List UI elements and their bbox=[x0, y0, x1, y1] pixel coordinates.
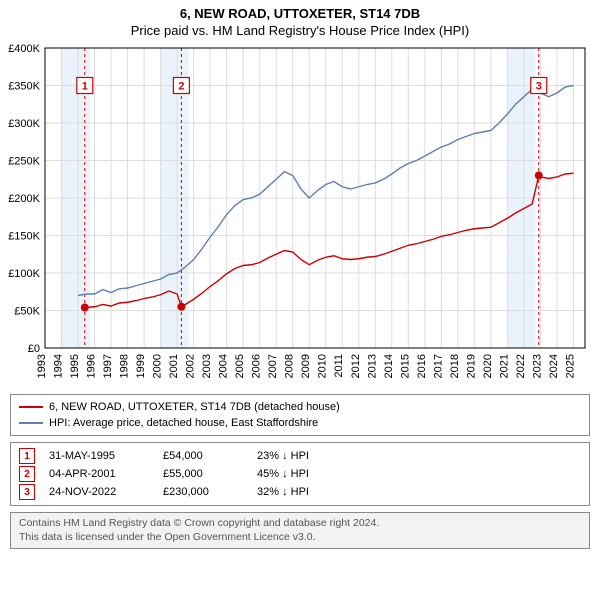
x-axis-label: 2024 bbox=[548, 354, 560, 378]
footer-line2: This data is licensed under the Open Gov… bbox=[19, 531, 581, 545]
x-axis-label: 2016 bbox=[416, 354, 428, 378]
y-axis-label: £250K bbox=[8, 156, 40, 168]
transaction-row: 2 04-APR-2001 £55,000 45% ↓ HPI bbox=[19, 465, 581, 483]
price-chart: £0 £50K £100K £150K £200K £250K £300K £350K £400… bbox=[0, 38, 600, 388]
legend-label: HPI: Average price, detached house, East… bbox=[49, 417, 318, 429]
x-axis-label: 2004 bbox=[218, 354, 230, 378]
x-axis-label: 2012 bbox=[350, 354, 362, 378]
legend-row: 6, NEW ROAD, UTTOXETER, ST14 7DB (detach… bbox=[19, 399, 581, 415]
x-axis-label: 2006 bbox=[251, 354, 263, 378]
x-axis-label: 2021 bbox=[498, 354, 510, 378]
x-axis-label: 2000 bbox=[152, 354, 164, 378]
transaction-dot bbox=[81, 304, 89, 312]
x-axis-label: 1998 bbox=[119, 354, 131, 378]
transaction-price: £55,000 bbox=[163, 468, 243, 480]
legend-swatch bbox=[19, 406, 43, 408]
x-axis-label: 1999 bbox=[135, 354, 147, 378]
x-axis-label: 1993 bbox=[36, 354, 48, 378]
transaction-row: 1 31-MAY-1995 £54,000 23% ↓ HPI bbox=[19, 447, 581, 465]
footer-line1: Contains HM Land Registry data © Crown c… bbox=[19, 517, 581, 531]
transaction-dot bbox=[177, 303, 185, 311]
footer-attribution: Contains HM Land Registry data © Crown c… bbox=[10, 512, 590, 549]
y-axis-label: £100K bbox=[8, 268, 40, 280]
x-axis-label: 2010 bbox=[317, 354, 329, 378]
x-axis-label: 2025 bbox=[564, 354, 576, 378]
transaction-price: £230,000 bbox=[163, 486, 243, 498]
transaction-marker: 2 bbox=[19, 466, 35, 482]
legend-swatch bbox=[19, 422, 43, 424]
transaction-price: £54,000 bbox=[163, 450, 243, 462]
x-axis-label: 2017 bbox=[432, 354, 444, 378]
x-axis-label: 2011 bbox=[333, 354, 345, 378]
title-block: 6, NEW ROAD, UTTOXETER, ST14 7DB Price p… bbox=[0, 0, 600, 38]
y-axis-label: £400K bbox=[8, 43, 40, 55]
y-axis-label: £200K bbox=[8, 193, 40, 205]
transaction-date: 04-APR-2001 bbox=[49, 468, 149, 480]
chart-title-address: 6, NEW ROAD, UTTOXETER, ST14 7DB bbox=[0, 6, 600, 21]
transaction-row: 3 24-NOV-2022 £230,000 32% ↓ HPI bbox=[19, 483, 581, 501]
transaction-marker: 3 bbox=[19, 484, 35, 500]
transaction-marker: 1 bbox=[19, 448, 35, 464]
x-axis-label: 2015 bbox=[399, 354, 411, 378]
x-axis-label: 2002 bbox=[185, 354, 197, 378]
x-axis-label: 2022 bbox=[515, 354, 527, 378]
transaction-date: 24-NOV-2022 bbox=[49, 486, 149, 498]
x-axis-label: 2013 bbox=[366, 354, 378, 378]
x-axis-label: 2019 bbox=[465, 354, 477, 378]
x-axis-label: 2018 bbox=[449, 354, 461, 378]
legend-label: 6, NEW ROAD, UTTOXETER, ST14 7DB (detach… bbox=[49, 401, 340, 413]
chart-subtitle: Price paid vs. HM Land Registry's House … bbox=[0, 23, 600, 38]
transaction-dot bbox=[535, 172, 543, 180]
transactions-box: 1 31-MAY-1995 £54,000 23% ↓ HPI 2 04-APR-2001… bbox=[10, 442, 590, 506]
y-axis-label: £350K bbox=[8, 81, 40, 93]
x-axis-label: 2020 bbox=[482, 354, 494, 378]
transaction-date: 31-MAY-1995 bbox=[49, 450, 149, 462]
y-axis-label: £300K bbox=[8, 118, 40, 130]
legend-row: HPI: Average price, detached house, East… bbox=[19, 415, 581, 431]
transaction-delta: 32% ↓ HPI bbox=[257, 486, 309, 498]
y-axis-label: £150K bbox=[8, 231, 40, 243]
transaction-marker-number: 1 bbox=[82, 81, 88, 93]
y-axis-label: £0 bbox=[28, 343, 40, 355]
x-axis-label: 1996 bbox=[86, 354, 98, 378]
x-axis-label: 2007 bbox=[267, 354, 279, 378]
x-axis-label: 2005 bbox=[234, 354, 246, 378]
x-axis-label: 1997 bbox=[102, 354, 114, 378]
transaction-marker-number: 2 bbox=[178, 81, 184, 93]
x-axis-label: 1994 bbox=[53, 354, 65, 378]
x-axis-label: 2008 bbox=[284, 354, 296, 378]
x-axis-label: 2001 bbox=[168, 354, 180, 378]
x-axis-label: 2009 bbox=[300, 354, 312, 378]
x-axis-label: 2014 bbox=[383, 354, 395, 378]
chart-container: 6, NEW ROAD, UTTOXETER, ST14 7DB Price p… bbox=[0, 0, 600, 549]
x-axis-label: 1995 bbox=[69, 354, 81, 378]
x-axis-label: 2023 bbox=[531, 354, 543, 378]
transaction-marker-number: 3 bbox=[536, 81, 542, 93]
transaction-delta: 45% ↓ HPI bbox=[257, 468, 309, 480]
y-axis-label: £50K bbox=[14, 306, 40, 318]
transaction-delta: 23% ↓ HPI bbox=[257, 450, 309, 462]
legend-box: 6, NEW ROAD, UTTOXETER, ST14 7DB (detach… bbox=[10, 394, 590, 436]
x-axis-label: 2003 bbox=[201, 354, 213, 378]
